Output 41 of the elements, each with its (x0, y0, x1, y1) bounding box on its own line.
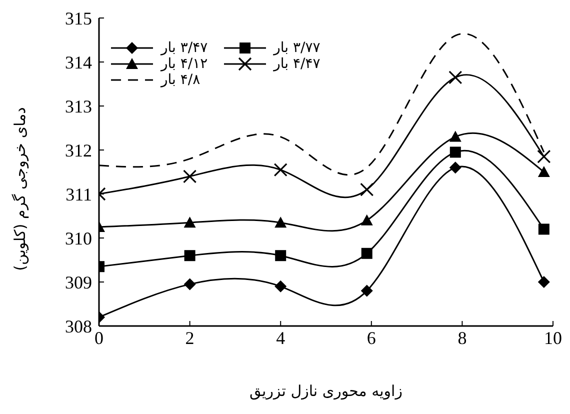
point (538, 166, 550, 177)
y-tick-label: 308 (65, 316, 92, 336)
legend-label: ۴/۸ بار (161, 72, 200, 88)
x-tick-label: 10 (544, 328, 562, 348)
point (360, 182, 374, 196)
x-tick-label: 4 (276, 328, 286, 348)
legend-label: ۳/۷۷ بار (274, 40, 320, 56)
y-tick-label: 309 (65, 272, 92, 292)
point (184, 216, 196, 228)
legend-label: ۴/۴۷ بار (274, 56, 320, 72)
point (360, 214, 373, 226)
point (184, 250, 196, 262)
y-tick-label: 310 (65, 228, 92, 248)
y-tick-label: 313 (65, 96, 92, 116)
point (449, 162, 462, 174)
point (448, 70, 462, 84)
point (361, 248, 372, 259)
y-tick-label: 315 (65, 8, 92, 28)
y-tick-label: 311 (66, 184, 92, 204)
x-tick-label: 6 (366, 328, 376, 348)
x-tick-label: 2 (185, 328, 194, 348)
point (184, 278, 196, 290)
y-tick-label: 314 (65, 52, 92, 72)
point (274, 163, 288, 177)
point (450, 146, 461, 158)
y-axis-title: دمای خروجی گرم (کلوین) (11, 106, 29, 273)
point (274, 280, 287, 292)
x-tick-label: 8 (458, 328, 467, 348)
legend-label: ۳/۴۷ بار (161, 40, 208, 56)
point (275, 250, 286, 262)
point (183, 170, 197, 184)
y-tick-label: 312 (65, 140, 92, 160)
legend-label: ۴/۱۲ بار (161, 56, 208, 72)
x-axis-title: زاویه محوری نازل تزریق (248, 382, 404, 400)
x-tick-label: 0 (94, 328, 104, 348)
point (360, 284, 373, 297)
point (538, 276, 550, 288)
point (538, 224, 550, 235)
point (449, 130, 462, 142)
point (274, 216, 287, 228)
point (537, 150, 551, 164)
